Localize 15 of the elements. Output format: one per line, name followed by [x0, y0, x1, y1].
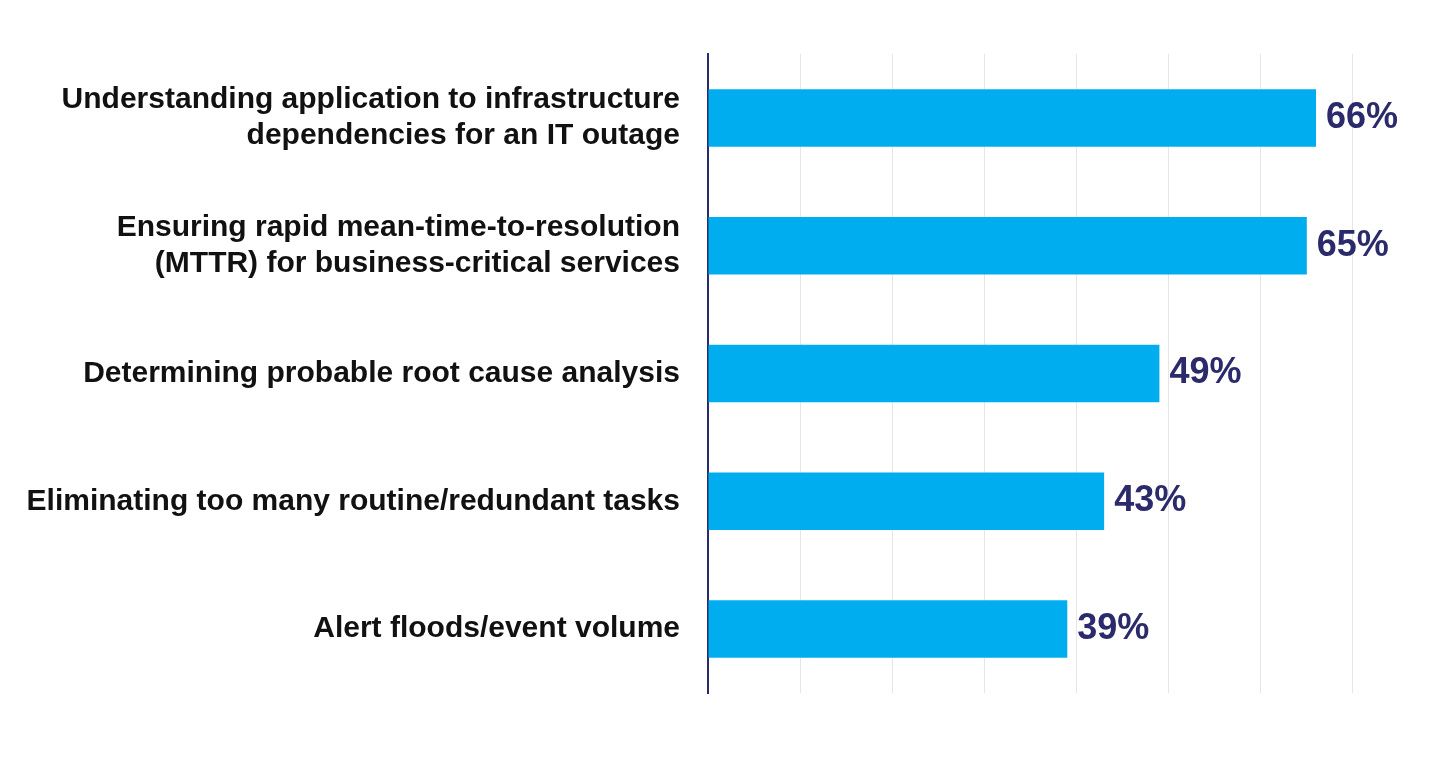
data-label: 66%: [1326, 94, 1399, 136]
data-label: 49%: [1169, 350, 1242, 392]
y-tick-label: Understanding application to infrastructure dependencies for an IT outage: [61, 81, 680, 151]
y-tick-label: Ensuring rapid mean-time-to-resolution (MTTR) for business-critical services: [116, 208, 680, 278]
bar: [708, 216, 1307, 275]
bar: [708, 344, 1160, 403]
data-label: 43%: [1114, 478, 1187, 520]
y-tick-label: Eliminating too many routine/redundant tasks: [26, 482, 680, 516]
data-label: 39%: [1077, 606, 1150, 648]
bar: [708, 472, 1105, 531]
bar: [708, 89, 1317, 147]
bar: [708, 600, 1068, 658]
y-tick-label: Alert floods/event volume: [313, 610, 680, 644]
data-label: 65%: [1316, 222, 1389, 264]
y-tick-label: Determining probable root cause analysis: [83, 354, 680, 388]
